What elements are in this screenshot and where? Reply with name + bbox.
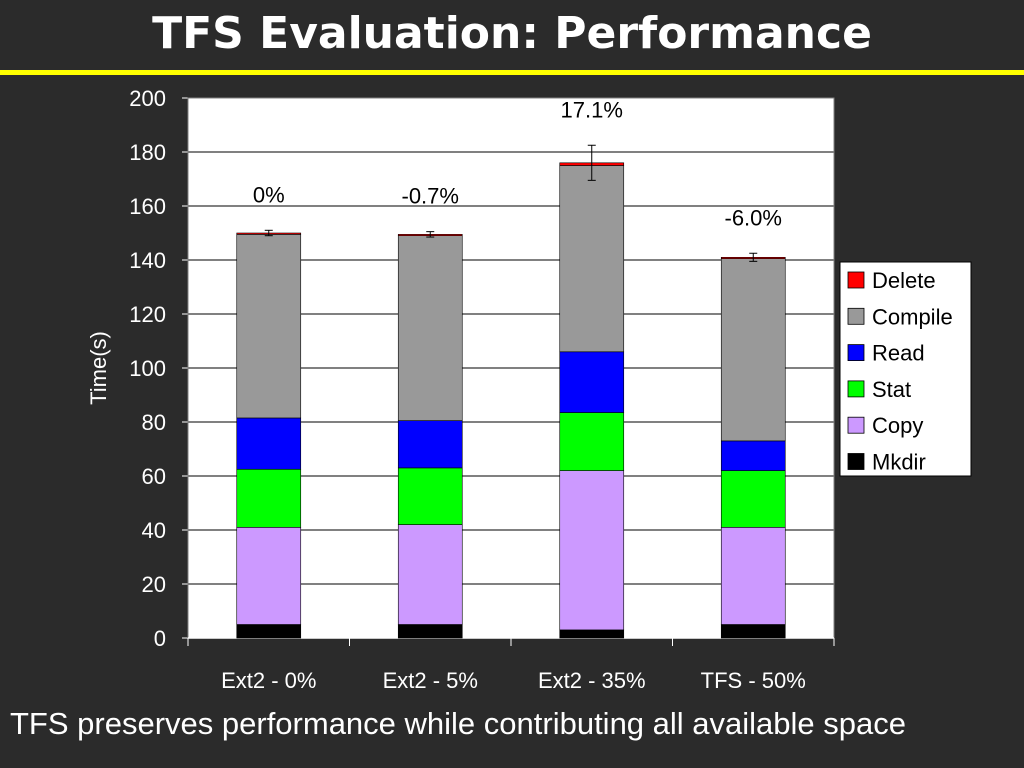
bar-segment-copy xyxy=(397,524,463,625)
legend-label-stat: Stat xyxy=(872,377,911,402)
y-tick-label: 60 xyxy=(142,464,166,489)
title-underline xyxy=(0,70,1024,75)
legend-label-delete: Delete xyxy=(872,268,936,293)
bar-segment-mkdir xyxy=(397,624,463,639)
bar-percent-label: -6.0% xyxy=(725,205,782,230)
bar-segment-stat xyxy=(720,470,786,528)
bar-segment-compile xyxy=(559,165,625,353)
bar-segment-compile xyxy=(236,234,302,419)
legend-label-mkdir: Mkdir xyxy=(872,450,926,475)
bar-segment-stat xyxy=(397,467,463,525)
legend-label-copy: Copy xyxy=(872,413,923,438)
y-tick-label: 80 xyxy=(142,410,166,435)
slide-title: TFS Evaluation: Performance xyxy=(152,8,872,59)
y-tick-label: 0 xyxy=(154,626,166,651)
y-tick-label: 20 xyxy=(142,572,166,597)
x-tick-label: Ext2 - 0% xyxy=(221,668,316,693)
y-tick-label: 100 xyxy=(129,356,166,381)
bar-percent-label: 0% xyxy=(253,182,285,207)
bar-segment-read xyxy=(720,440,786,471)
legend-swatch-read xyxy=(847,344,865,362)
y-tick-label: 120 xyxy=(129,302,166,327)
y-tick-label: 40 xyxy=(142,518,166,543)
legend-swatch-copy xyxy=(847,416,865,434)
legend-swatch-mkdir xyxy=(847,453,865,470)
bar-segment-stat xyxy=(236,468,302,528)
bar-segment-stat xyxy=(559,412,625,471)
slide-caption: TFS preserves performance while contribu… xyxy=(10,706,906,741)
legend-box xyxy=(839,261,972,477)
legend-swatch-compile xyxy=(847,307,865,325)
x-tick-label: Ext2 - 5% xyxy=(383,668,478,693)
stacked-bar-chart: 0 20 40 60 80 100 120 140 160 180 200 0% Ext2 - 0% -0… xyxy=(86,86,972,693)
bar-segment-read xyxy=(236,417,302,470)
bar-segment-copy xyxy=(559,470,625,631)
bar-percent-label: -0.7% xyxy=(402,184,459,209)
bar-segment-copy xyxy=(720,526,786,625)
y-tick-label: 160 xyxy=(129,194,166,219)
legend-label-compile: Compile xyxy=(872,304,953,329)
y-tick-label: 180 xyxy=(129,140,166,165)
bar-segment-compile xyxy=(397,235,463,421)
x-tick-label: TFS - 50% xyxy=(701,668,806,693)
legend: Delete Compile Read Stat Copy Mkdir xyxy=(839,261,972,477)
x-tick-label: Ext2 - 35% xyxy=(538,668,646,693)
bar-segment-read xyxy=(559,351,625,413)
legend-swatch-stat xyxy=(847,380,865,398)
bar-percent-label: 17.1% xyxy=(561,97,623,122)
legend-label-read: Read xyxy=(872,341,925,366)
y-tick-label: 140 xyxy=(129,248,166,273)
y-axis-title: Time(s) xyxy=(86,331,111,405)
bar-segment-compile xyxy=(720,258,786,442)
y-tick-label: 200 xyxy=(129,86,166,111)
bar-segment-read xyxy=(397,420,463,469)
bar-segment-mkdir xyxy=(720,624,786,639)
bar-segment-copy xyxy=(236,526,302,625)
bar-segment-mkdir xyxy=(559,629,625,639)
bar-segment-mkdir xyxy=(236,624,302,639)
legend-swatch-delete xyxy=(847,271,865,289)
